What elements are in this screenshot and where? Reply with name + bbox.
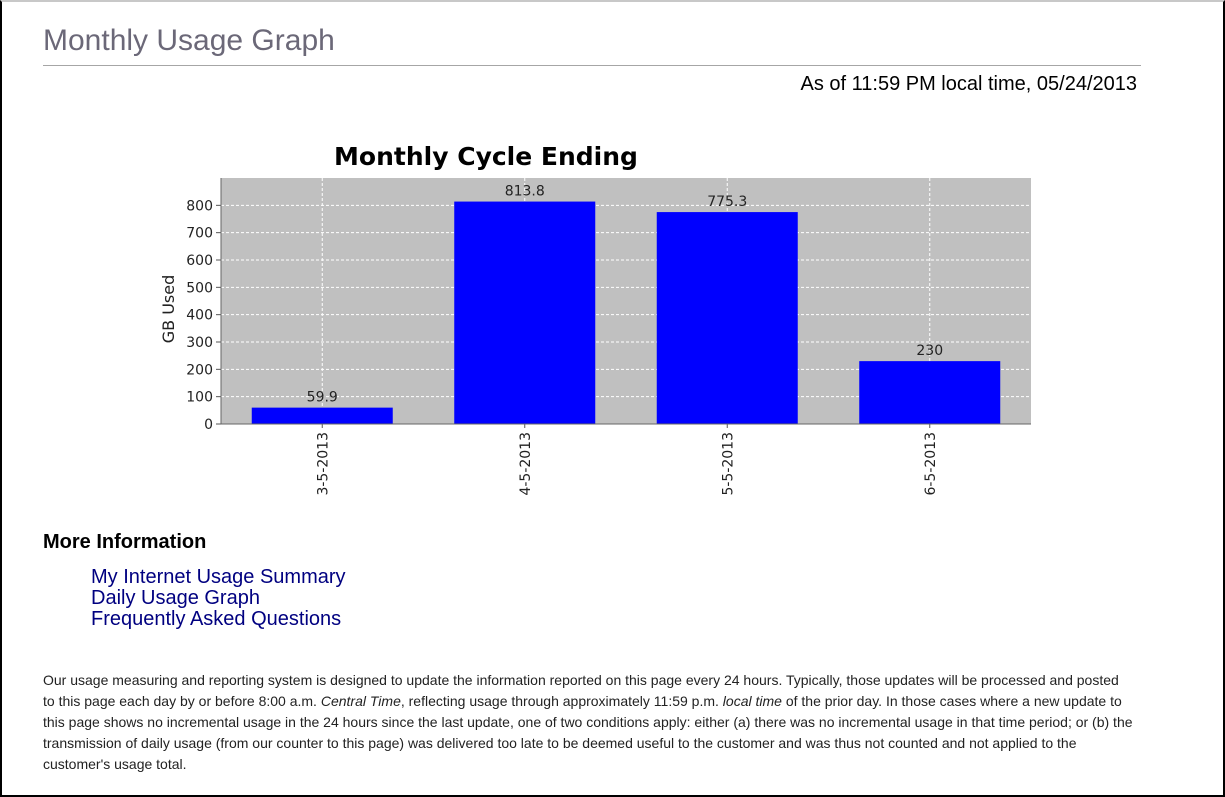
disclaimer-text-2: , reflecting usage through approximately… (400, 693, 723, 709)
x-tick-label: 6-5-2013 (923, 432, 939, 496)
y-tick-label: 400 (186, 308, 213, 324)
bar-value-label: 813.8 (505, 184, 545, 200)
link-my-internet-usage-summary[interactable]: My Internet Usage Summary (91, 566, 346, 588)
y-tick-label: 0 (204, 417, 213, 433)
bar (454, 201, 596, 424)
usage-disclaimer: Our usage measuring and reporting system… (43, 670, 1133, 775)
bar-value-label: 59.9 (307, 390, 338, 406)
more-info-heading: More Information (43, 531, 207, 553)
more-info-links: My Internet Usage Summary Daily Usage Gr… (91, 567, 346, 630)
y-axis-label: GB Used (159, 275, 178, 344)
page-title: Monthly Usage Graph (43, 24, 335, 57)
title-divider (43, 65, 1141, 66)
disclaimer-local-time: local time (722, 693, 782, 709)
y-tick-label: 300 (186, 335, 213, 351)
bar-value-label: 230 (916, 343, 943, 359)
link-daily-usage-graph[interactable]: Daily Usage Graph (91, 587, 260, 609)
y-tick-label: 100 (186, 390, 213, 406)
disclaimer-central-time: Central Time (320, 693, 401, 709)
x-tick-label: 3-5-2013 (315, 432, 331, 496)
usage-chart-svg: Monthly Cycle Ending 0 100 200 300 400 500 600 7… (159, 142, 1031, 496)
link-faq[interactable]: Frequently Asked Questions (91, 608, 342, 630)
bar (656, 212, 798, 424)
as-of-timestamp: As of 11:59 PM local time, 05/24/2013 (800, 73, 1138, 95)
disclaimer-text-1: Our usage measuring and reporting system… (43, 672, 1119, 709)
disclaimer-text-3: of the prior day. In those cases where a… (43, 693, 1133, 772)
y-tick-label: 600 (186, 253, 213, 269)
x-tick-label: 4-5-2013 (518, 432, 534, 496)
y-tick-label: 500 (186, 280, 213, 296)
y-tick-label: 700 (186, 226, 213, 242)
x-tick-label: 5-5-2013 (720, 432, 736, 496)
y-tick-label: 800 (186, 198, 213, 214)
bar (251, 407, 393, 424)
chart-title: Monthly Cycle Ending (334, 142, 638, 171)
bar (859, 361, 1001, 424)
usage-chart: Monthly Cycle Ending 0 100 200 300 400 500 600 7… (142, 132, 1042, 517)
bar-value-label: 775.3 (707, 194, 747, 210)
y-tick-label: 200 (186, 362, 213, 378)
